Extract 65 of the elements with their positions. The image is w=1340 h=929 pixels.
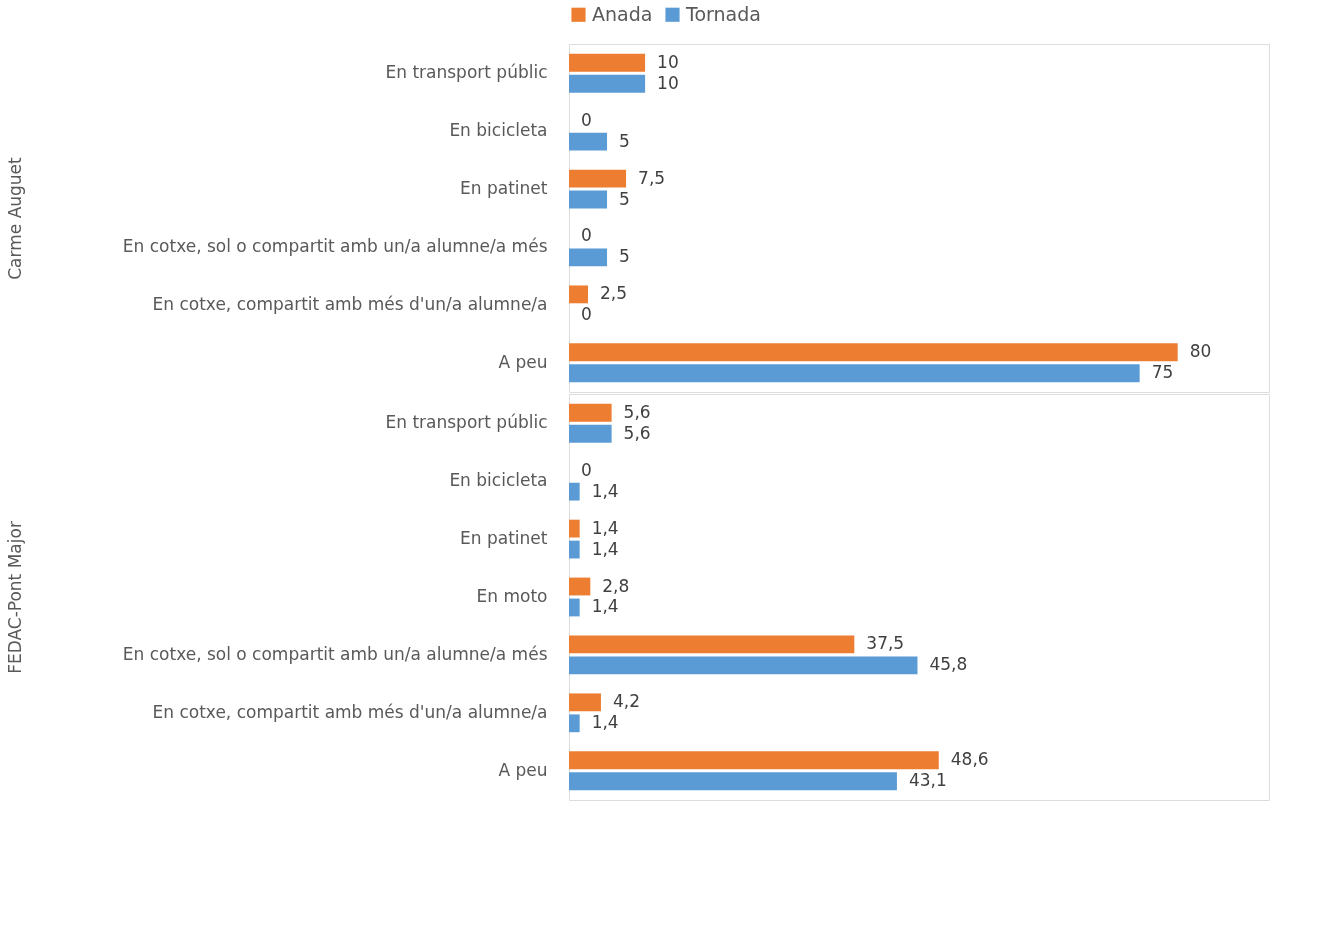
- data-label: 2,5: [600, 283, 628, 304]
- data-label: 10: [657, 51, 679, 72]
- data-label: 7,5: [638, 167, 666, 188]
- y-tick-label: En patinet: [460, 528, 548, 549]
- y-tick-label: A peu: [498, 759, 548, 780]
- bar: [569, 693, 601, 712]
- data-label: 37,5: [866, 633, 905, 654]
- data-label: 45,8: [929, 654, 968, 675]
- y-axis-title: FEDAC-Pont Major: [4, 521, 25, 674]
- y-tick-label: En cotxe, compartit amb més d'un/a alumne/a: [152, 701, 548, 722]
- data-label: 5: [619, 188, 630, 209]
- bar: [569, 403, 612, 422]
- data-label: 0: [581, 225, 592, 246]
- bar: [569, 169, 627, 188]
- bar: [569, 714, 580, 733]
- data-label: 80: [1189, 341, 1212, 362]
- y-tick-label: En cotxe, sol o compartit amb un/a alumne/a més: [122, 643, 548, 664]
- data-label: 48,6: [950, 749, 989, 770]
- bar: [569, 53, 646, 72]
- data-label: 4,2: [612, 691, 640, 712]
- data-label: 0: [581, 459, 592, 480]
- bar: [569, 751, 939, 770]
- data-label: 5: [619, 246, 630, 267]
- y-tick-label: En cotxe, sol o compartit amb un/a alumne/a més: [122, 235, 548, 256]
- bar: [569, 482, 580, 501]
- data-label: 1,4: [591, 712, 619, 733]
- y-tick-label: En transport públic: [385, 62, 548, 83]
- data-label: 1,4: [591, 517, 619, 538]
- data-label: 1,4: [591, 538, 619, 559]
- y-tick-label: En transport públic: [385, 412, 548, 433]
- data-label: 0: [581, 109, 592, 130]
- bar: [569, 519, 580, 538]
- bar: [569, 540, 580, 559]
- data-label: 5,6: [623, 422, 651, 443]
- data-label: 0: [581, 304, 592, 325]
- bar: [569, 424, 612, 443]
- bar: [569, 132, 608, 151]
- y-axis-title: Carme Auguet: [4, 156, 25, 280]
- legend-label: Anada: [592, 2, 653, 25]
- bar: [569, 74, 646, 93]
- bar: [569, 635, 855, 654]
- data-label: 5,6: [623, 401, 651, 422]
- bar: [569, 190, 608, 209]
- data-label: 75: [1151, 362, 1174, 383]
- bar: [569, 285, 589, 304]
- data-label: 5: [619, 130, 630, 151]
- data-label: 1,4: [591, 596, 619, 617]
- data-label: 2,8: [602, 575, 630, 596]
- data-label: 1,4: [591, 480, 619, 501]
- bar: [569, 343, 1178, 362]
- y-tick-label: En bicicleta: [449, 470, 548, 491]
- bar: [569, 577, 591, 596]
- legend-label: Tornada: [685, 2, 761, 25]
- bar: [569, 364, 1140, 383]
- bar: [569, 248, 608, 267]
- y-tick-label: En cotxe, compartit amb més d'un/a alumne/a: [152, 293, 548, 314]
- bar: [569, 598, 580, 617]
- y-tick-label: En moto: [476, 586, 548, 606]
- y-tick-label: En patinet: [460, 178, 548, 199]
- bar: [569, 656, 918, 675]
- y-tick-label: A peu: [498, 351, 548, 372]
- bar: [569, 772, 897, 791]
- y-tick-label: En bicicleta: [449, 120, 548, 141]
- data-label: 10: [657, 72, 679, 93]
- data-label: 43,1: [908, 770, 947, 791]
